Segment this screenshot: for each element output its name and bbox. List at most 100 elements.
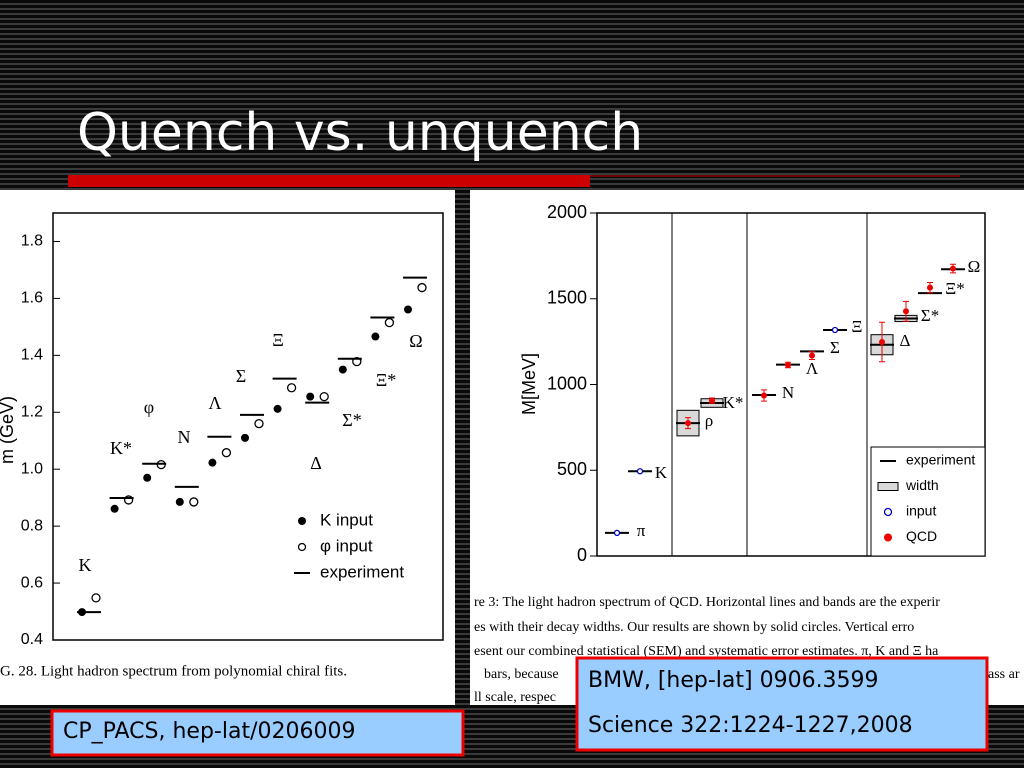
hadron-label: K* xyxy=(110,438,132,458)
hadron-label: Ω xyxy=(968,257,981,276)
input-point xyxy=(254,419,264,429)
hadron-label: K xyxy=(79,555,92,575)
hadron-label: Ξ* xyxy=(945,279,964,298)
input-point xyxy=(286,383,297,393)
y-tick-label: 0 xyxy=(577,545,587,565)
y-tick-label: 1.6 xyxy=(21,290,43,307)
hadron-label: N xyxy=(178,427,191,447)
figure-caption: esent our combined statistical (SEM) and… xyxy=(474,644,939,659)
hadron-label: Λ xyxy=(806,359,819,378)
input-point xyxy=(636,468,644,475)
hadron-label: φ xyxy=(144,397,154,417)
input-point xyxy=(384,317,395,328)
legend-label: QCD xyxy=(906,528,937,544)
legend-label: experiment xyxy=(906,452,975,468)
slide-title: Quench vs. unquench xyxy=(77,103,643,163)
citation-box xyxy=(575,656,989,752)
left-panel xyxy=(0,190,455,705)
qcd-point xyxy=(371,332,380,341)
qcd-point xyxy=(143,473,152,482)
citation: BMW, [hep-lat] 0906.3599 xyxy=(588,668,879,693)
qcd-point xyxy=(809,352,815,359)
figure-caption: es with their decay widths. Our results … xyxy=(474,620,914,635)
y-tick-label: 0.4 xyxy=(21,631,43,648)
qcd-point xyxy=(110,504,119,513)
input-point xyxy=(319,391,329,402)
hadron-label: N xyxy=(782,383,794,402)
input-point xyxy=(91,593,101,603)
legend-swatch xyxy=(884,533,892,542)
legend-swatch xyxy=(297,542,307,552)
figure-caption: re 3: The light hadron spectrum of QCD. … xyxy=(474,595,940,610)
hadron-label: Δ xyxy=(310,453,322,473)
legend-label: K input xyxy=(320,510,373,529)
qcd-point xyxy=(273,404,282,413)
figure-caption: ass ar xyxy=(988,667,1020,682)
y-axis-label: M[MeV] xyxy=(519,353,539,415)
qcd-point xyxy=(685,420,691,427)
hadron-label: ρ xyxy=(705,411,713,430)
qcd-point xyxy=(709,397,715,404)
hadron-label: Ξ xyxy=(272,330,284,350)
hadron-label: Σ xyxy=(830,338,840,357)
hadron-label: Ω xyxy=(409,331,422,351)
hadron-label: π xyxy=(637,521,646,540)
y-tick-label: 500 xyxy=(557,459,587,479)
input-point xyxy=(831,326,839,334)
qcd-point xyxy=(879,338,885,345)
y-axis-label: m (GeV) xyxy=(0,396,17,464)
qcd-point xyxy=(903,308,909,315)
input-point xyxy=(221,448,232,458)
qcd-point xyxy=(338,365,347,374)
legend-swatch xyxy=(883,507,893,517)
legend-label: input xyxy=(906,503,936,519)
figure-caption: ll scale, respec xyxy=(474,690,556,705)
y-tick-label: 2000 xyxy=(547,202,587,222)
y-tick-label: 0.6 xyxy=(21,574,43,591)
qcd-point xyxy=(306,392,315,401)
hadron-label: K xyxy=(655,463,668,482)
qcd-point xyxy=(404,305,412,314)
y-tick-label: 0.8 xyxy=(21,517,43,534)
legend-swatch xyxy=(877,482,899,491)
qcd-point xyxy=(241,433,249,442)
plot-frame xyxy=(52,212,444,641)
qcd-point xyxy=(208,458,217,467)
figure-caption: bars, because xyxy=(484,667,559,682)
left-chart: 0.4 0.6 0.8 1.0 1.2 1.4 1.6 1.8 m (GeV) K K* φ NΛΣ Ξ Δ… xyxy=(0,212,444,679)
hadron-label: Λ xyxy=(208,393,221,413)
qcd-point xyxy=(785,361,791,368)
hadron-label: Ξ* xyxy=(376,370,397,390)
y-tick-label: 1.8 xyxy=(21,233,43,250)
y-tick-label: 1500 xyxy=(547,288,587,308)
qcd-point xyxy=(927,284,933,291)
legend-swatch xyxy=(298,517,306,525)
hadron-label: K* xyxy=(723,393,744,412)
citation: Science 322:1224-1227,2008 xyxy=(588,713,913,738)
legend-label: φ input xyxy=(320,536,373,555)
figure-caption: G. 28. Light hadron spectrum from polyno… xyxy=(0,663,347,679)
y-tick-label: 1.0 xyxy=(21,460,43,477)
hadron-label: Ξ xyxy=(852,317,863,336)
citation-box xyxy=(50,709,465,757)
hadron-label: Δ xyxy=(900,331,911,350)
citation: CP_PACS, hep-lat/0206009 xyxy=(63,719,355,744)
input-point xyxy=(613,529,621,536)
y-tick-label: 1.4 xyxy=(21,347,43,364)
qcd-point xyxy=(175,497,184,506)
y-tick-label: 1.2 xyxy=(21,403,43,420)
y-tick-label: 1000 xyxy=(547,373,587,393)
hadron-label: Σ* xyxy=(921,306,939,325)
hadron-label: Σ xyxy=(236,366,246,386)
hadron-label: Σ* xyxy=(342,410,361,430)
legend-label: experiment xyxy=(320,562,404,581)
input-point xyxy=(189,497,199,507)
title-bar xyxy=(68,175,590,187)
input-point xyxy=(417,282,427,293)
qcd-point xyxy=(950,265,956,272)
legend-label: width xyxy=(905,477,939,493)
qcd-point xyxy=(761,392,767,399)
